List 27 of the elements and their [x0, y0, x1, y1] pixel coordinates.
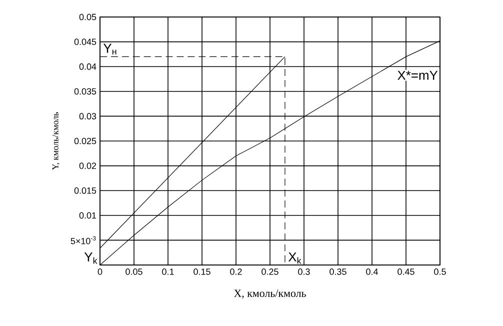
x-tick-label: 0.35: [330, 268, 346, 275]
y-tick-label: 5×10$^{-3}$: [70, 236, 96, 244]
x-tick-label: 0.1: [162, 268, 174, 275]
x-tick-label: 0: [98, 268, 102, 275]
x-tick-label: 0.05: [126, 268, 142, 275]
y-tick-label: 0.045: [74, 38, 96, 45]
y-tick-label: 0.04: [79, 63, 96, 70]
x-tick-label: 0.5: [434, 268, 446, 275]
annotation: X$_{k}$: [288, 252, 302, 264]
y-tick-label: 0.035: [74, 88, 96, 95]
y-tick-label: 0.025: [74, 138, 96, 144]
y-tick-label: 0.015: [74, 187, 96, 194]
y-tick-label: 0.05: [79, 14, 96, 20]
y-axis-title: Y, кмоль/кмоль: [52, 112, 60, 170]
annotation: X*=mY: [398, 70, 438, 80]
y-tick-label: 0.02: [79, 162, 96, 169]
x-tick-label: 0.25: [262, 268, 278, 275]
x-tick-label: 0.3: [298, 268, 310, 275]
x-tick-label: 0.4: [366, 268, 378, 275]
y-tick-label: 0.01: [79, 212, 96, 219]
x-axis-title: X, кмоль/кмоль: [234, 290, 306, 299]
x-tick-label: 0.45: [398, 268, 414, 275]
annotation: Y$_{k}$: [84, 252, 98, 264]
annotation: Y$_{н}$: [103, 44, 116, 54]
y-tick-label: 0.03: [79, 113, 96, 120]
x-tick-label: 0.15: [194, 268, 210, 275]
x-tick-label: 0.2: [230, 268, 242, 275]
